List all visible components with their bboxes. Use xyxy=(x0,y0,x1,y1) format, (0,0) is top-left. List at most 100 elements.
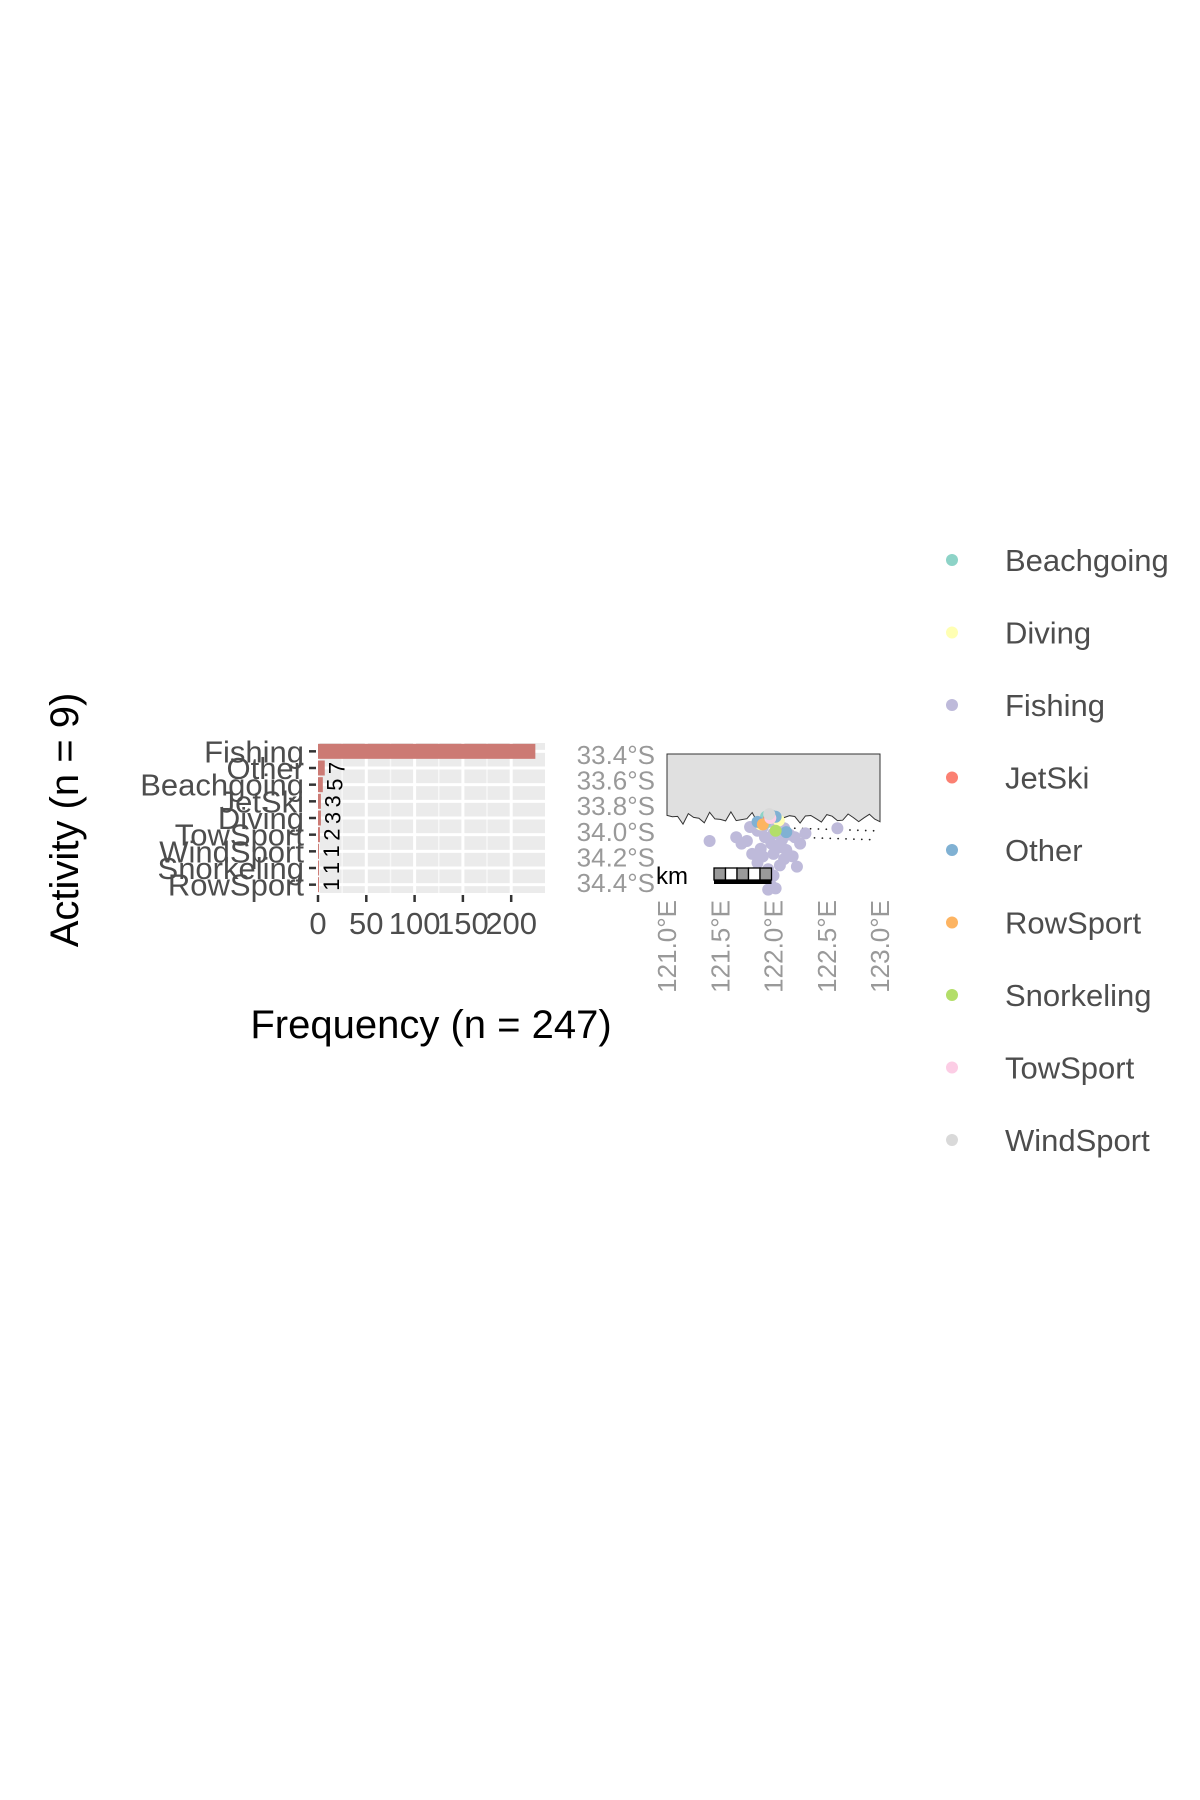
map-point xyxy=(786,850,799,863)
island-dot xyxy=(872,829,875,832)
y-axis-title: Activity (n = 9) xyxy=(43,693,87,948)
scale-bar-segment xyxy=(736,867,750,881)
island-dot xyxy=(821,837,824,839)
bar xyxy=(318,843,319,859)
bar-value-label: 1 xyxy=(319,862,344,874)
island-dot xyxy=(817,828,820,830)
lat-tick-label: 33.4°S xyxy=(577,740,655,770)
bar-value-label: 3 xyxy=(321,812,346,824)
map-point xyxy=(763,808,776,821)
map-point xyxy=(751,856,764,869)
map-point xyxy=(730,831,743,844)
lat-tick-label: 33.8°S xyxy=(577,791,655,821)
y-tick-label: TowSport xyxy=(175,818,305,853)
y-tick-label: Beachgoing xyxy=(140,768,304,803)
island-dot xyxy=(856,829,859,832)
x-tick-label: 150 xyxy=(437,906,489,941)
x-tick-label: 100 xyxy=(389,906,441,941)
legend-label: Snorkeling xyxy=(1005,978,1151,1013)
legend-label: RowSport xyxy=(1005,906,1141,941)
legend-key xyxy=(946,554,958,566)
map-chart: 33.4°S33.6°S33.8°S34.0°S34.2°S34.4°S 121.… xyxy=(577,740,895,993)
island-dot xyxy=(853,838,855,841)
lat-tick-label: 34.0°S xyxy=(577,817,655,847)
map-point xyxy=(799,827,812,840)
island-dot xyxy=(864,829,867,832)
legend-label: Diving xyxy=(1005,616,1091,651)
map-point xyxy=(773,859,786,872)
bar xyxy=(318,777,323,793)
y-tick-label: RowSport xyxy=(168,868,304,903)
legend-key xyxy=(946,1134,958,1146)
island-dot xyxy=(829,837,832,840)
bar xyxy=(318,810,321,826)
map-point xyxy=(703,835,716,848)
y-tick-label: Other xyxy=(226,751,304,786)
legend-label: Beachgoing xyxy=(1005,543,1169,578)
map-point xyxy=(831,822,844,835)
legend-label: TowSport xyxy=(1005,1051,1135,1086)
scale-bar-segment xyxy=(747,867,761,881)
legend-label: JetSki xyxy=(1005,761,1089,796)
scale-bar-segment xyxy=(724,867,738,881)
island-dot xyxy=(837,837,840,840)
legend-label: Other xyxy=(1005,833,1083,868)
bar-value-label: 1 xyxy=(319,845,344,857)
lon-tick-label: 122.0°E xyxy=(759,900,789,993)
y-tick-label: Fishing xyxy=(204,734,304,769)
bar xyxy=(318,743,536,759)
bar-value-label: 2 xyxy=(320,829,345,841)
map-point xyxy=(769,824,782,837)
island-dot xyxy=(813,836,816,839)
bar xyxy=(318,877,319,893)
island-dot xyxy=(849,829,851,831)
legend-key xyxy=(946,844,958,856)
map-point xyxy=(746,847,759,860)
bar xyxy=(318,860,319,876)
legend-key xyxy=(946,626,958,639)
island-dot xyxy=(860,838,863,841)
bar xyxy=(318,827,320,843)
map-point xyxy=(762,883,775,896)
bar xyxy=(318,793,321,809)
legend-key xyxy=(946,916,958,929)
bar-value-label: 5 xyxy=(323,779,348,791)
legend-key xyxy=(946,1061,958,1074)
legend-key xyxy=(946,771,958,784)
bar-value-label: 7 xyxy=(325,762,350,774)
island-dot xyxy=(825,828,828,831)
legend-label: Fishing xyxy=(1005,688,1105,723)
lat-tick-label: 33.6°S xyxy=(577,766,655,796)
island-dot xyxy=(845,837,847,840)
scale-bar-segment xyxy=(713,867,727,881)
scale-bar-segment xyxy=(759,867,773,881)
bar-value-label: 3 xyxy=(321,795,346,807)
legend-label: WindSport xyxy=(1005,1123,1150,1158)
map-point xyxy=(790,860,803,873)
island-dot xyxy=(809,827,812,830)
y-tick-label: JetSki xyxy=(220,784,304,819)
y-tick-label: WindSport xyxy=(159,834,304,869)
island-dot xyxy=(793,827,796,830)
scale-bar-label: km xyxy=(656,863,688,890)
island-dot xyxy=(868,838,871,841)
legend-key xyxy=(946,989,958,1001)
bar-value-label: 1 xyxy=(319,879,344,891)
lat-tick-label: 34.2°S xyxy=(577,842,655,872)
bar-chart: 7 5 3 3 2 1 1 1 FishingOtherBeachgoingJetSkiDivi… xyxy=(43,693,612,1047)
lon-tick-label: 123.0°E xyxy=(865,900,895,993)
lon-tick-label: 121.5°E xyxy=(705,900,735,993)
map-point xyxy=(794,837,807,850)
x-tick-label: 200 xyxy=(485,906,537,941)
legend: Beachgoing Diving Fishing JetSki Other RowSpo… xyxy=(946,543,1169,1158)
scale-bar-base xyxy=(714,880,772,884)
x-tick-label: 0 xyxy=(309,906,326,941)
x-tick-label: 50 xyxy=(349,906,383,941)
y-tick-label: Snorkeling xyxy=(158,851,304,886)
lat-tick-label: 34.4°S xyxy=(577,868,655,898)
y-tick-label: Diving xyxy=(218,801,304,836)
bar xyxy=(318,760,325,776)
x-axis-title: Frequency (n = 247) xyxy=(250,1003,611,1047)
map-point xyxy=(780,826,793,839)
